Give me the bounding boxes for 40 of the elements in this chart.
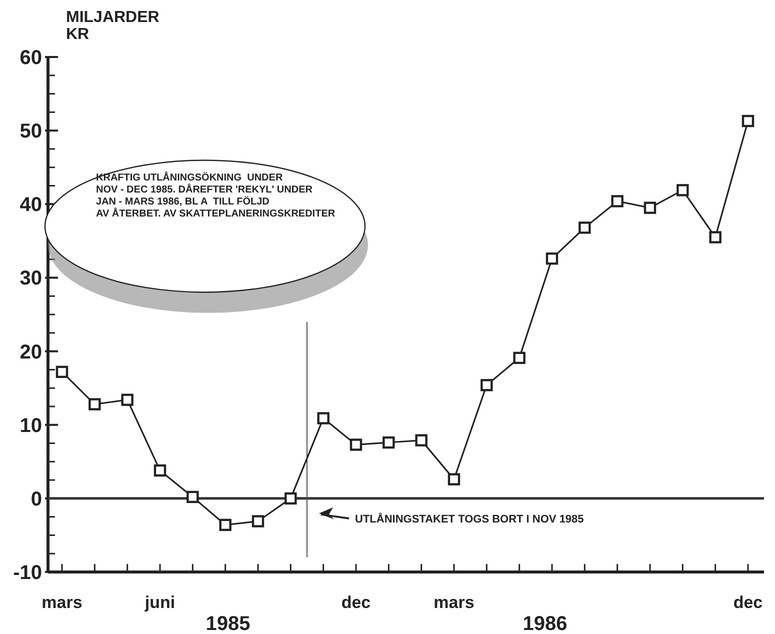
point (480, 379, 493, 392)
x-tick-label: mars (42, 593, 82, 612)
point (415, 434, 428, 446)
text: 1985 (206, 613, 250, 634)
annotation: KRAFTIG UTLÅNINGSÖKNING UNDER NOV - DEC 1985. DÅREFTER 'REKYL' UNDER JAN - MARS 1986, BL A TILL FÖLJD AV ÅTERBET. AV SKATTEPLANERINGSKREDITER (96, 172, 336, 220)
x-tick-label: juni (144, 593, 176, 612)
point (448, 473, 460, 486)
point (284, 492, 297, 505)
point (186, 490, 199, 504)
y-tick-label: 0 (30, 488, 42, 510)
point (350, 438, 362, 451)
y-tick-label: 50 (20, 120, 42, 143)
point (219, 518, 232, 532)
point (382, 436, 395, 449)
y-tick-label: 40 (20, 194, 42, 216)
point (154, 464, 166, 477)
point (611, 195, 624, 208)
point (252, 515, 264, 528)
x-tick-label: dec (341, 593, 371, 612)
annotation: UTLÅNINGSTAKET TOGS BORT I NOV 1985 (355, 512, 584, 526)
point (121, 394, 134, 406)
y-tick-label: 60 (20, 47, 42, 69)
point (317, 412, 330, 424)
y-tick-label: -10 (13, 562, 42, 584)
point (644, 202, 656, 214)
point (676, 184, 689, 196)
point (546, 252, 558, 265)
point (742, 114, 754, 128)
y-axis-title: MILJARDER KR (66, 9, 160, 43)
text: 1986 (522, 613, 568, 634)
point (709, 231, 722, 244)
x-tick-label: mars (434, 593, 474, 612)
y-tick-label: 10 (20, 414, 42, 437)
y-tick-label: 20 (20, 341, 42, 364)
x-tick-label: dec (733, 593, 763, 612)
point (578, 222, 591, 234)
point (513, 352, 526, 364)
point (56, 366, 68, 378)
y-tick-label: 30 (20, 268, 42, 290)
point (88, 398, 101, 410)
